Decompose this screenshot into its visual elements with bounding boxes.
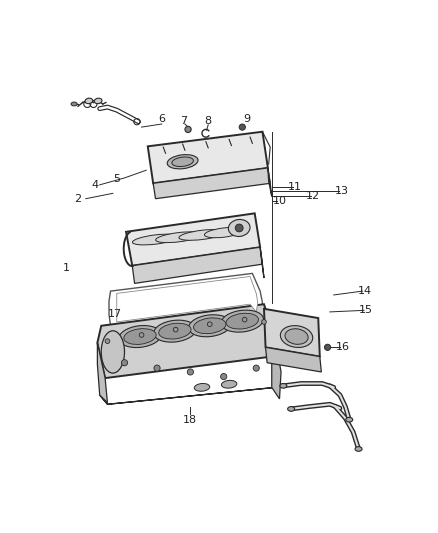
Ellipse shape [280,384,287,388]
Ellipse shape [124,329,156,344]
Circle shape [208,322,212,327]
Polygon shape [126,213,260,265]
Circle shape [253,365,259,371]
Ellipse shape [101,331,124,373]
Circle shape [221,374,227,379]
Text: 2: 2 [74,193,81,204]
Polygon shape [264,309,320,357]
Circle shape [261,320,266,324]
Circle shape [121,360,127,366]
Polygon shape [268,168,272,196]
Ellipse shape [205,228,243,238]
Ellipse shape [226,313,258,329]
Circle shape [325,344,331,350]
Ellipse shape [280,326,313,348]
Ellipse shape [228,220,250,237]
Text: 18: 18 [184,415,198,425]
Polygon shape [100,387,279,405]
Polygon shape [117,277,258,322]
Ellipse shape [159,323,191,339]
Ellipse shape [285,329,308,344]
Ellipse shape [221,381,237,388]
Circle shape [173,327,178,332]
Ellipse shape [346,417,353,422]
Ellipse shape [188,315,231,337]
Ellipse shape [154,320,196,342]
Ellipse shape [132,234,179,245]
Ellipse shape [85,98,93,103]
Polygon shape [148,132,268,183]
Ellipse shape [71,102,77,106]
Circle shape [139,333,144,337]
Circle shape [235,224,243,232]
Ellipse shape [355,447,362,451]
Circle shape [239,124,245,130]
Text: 4: 4 [92,180,99,190]
Polygon shape [260,247,264,278]
Polygon shape [109,273,262,326]
Text: 1: 1 [63,263,70,273]
Polygon shape [97,304,276,378]
Ellipse shape [167,155,198,169]
Text: 6: 6 [158,115,165,124]
Text: 14: 14 [358,286,372,296]
Circle shape [154,365,160,371]
Text: 17: 17 [108,309,122,319]
Ellipse shape [94,98,102,103]
Ellipse shape [221,310,264,332]
Circle shape [242,317,247,322]
Text: 11: 11 [288,182,302,192]
Text: 3: 3 [156,153,163,163]
Ellipse shape [194,383,210,391]
Polygon shape [153,168,270,199]
Text: 5: 5 [113,174,120,184]
Circle shape [105,339,110,343]
Text: 12: 12 [306,191,320,201]
Ellipse shape [155,232,202,243]
Ellipse shape [119,326,161,348]
Polygon shape [97,343,107,403]
Text: 10: 10 [272,196,286,206]
Ellipse shape [194,318,226,334]
Text: 9: 9 [244,115,251,124]
Polygon shape [132,247,262,284]
Ellipse shape [288,407,295,411]
Ellipse shape [185,126,191,133]
Text: 16: 16 [336,342,350,352]
Ellipse shape [179,230,225,240]
Text: 7: 7 [180,116,187,126]
Circle shape [187,369,194,375]
Text: 8: 8 [205,116,212,126]
Text: 13: 13 [335,186,349,196]
Polygon shape [265,348,321,372]
Polygon shape [272,341,281,399]
Ellipse shape [172,157,194,166]
Text: 15: 15 [359,305,373,316]
